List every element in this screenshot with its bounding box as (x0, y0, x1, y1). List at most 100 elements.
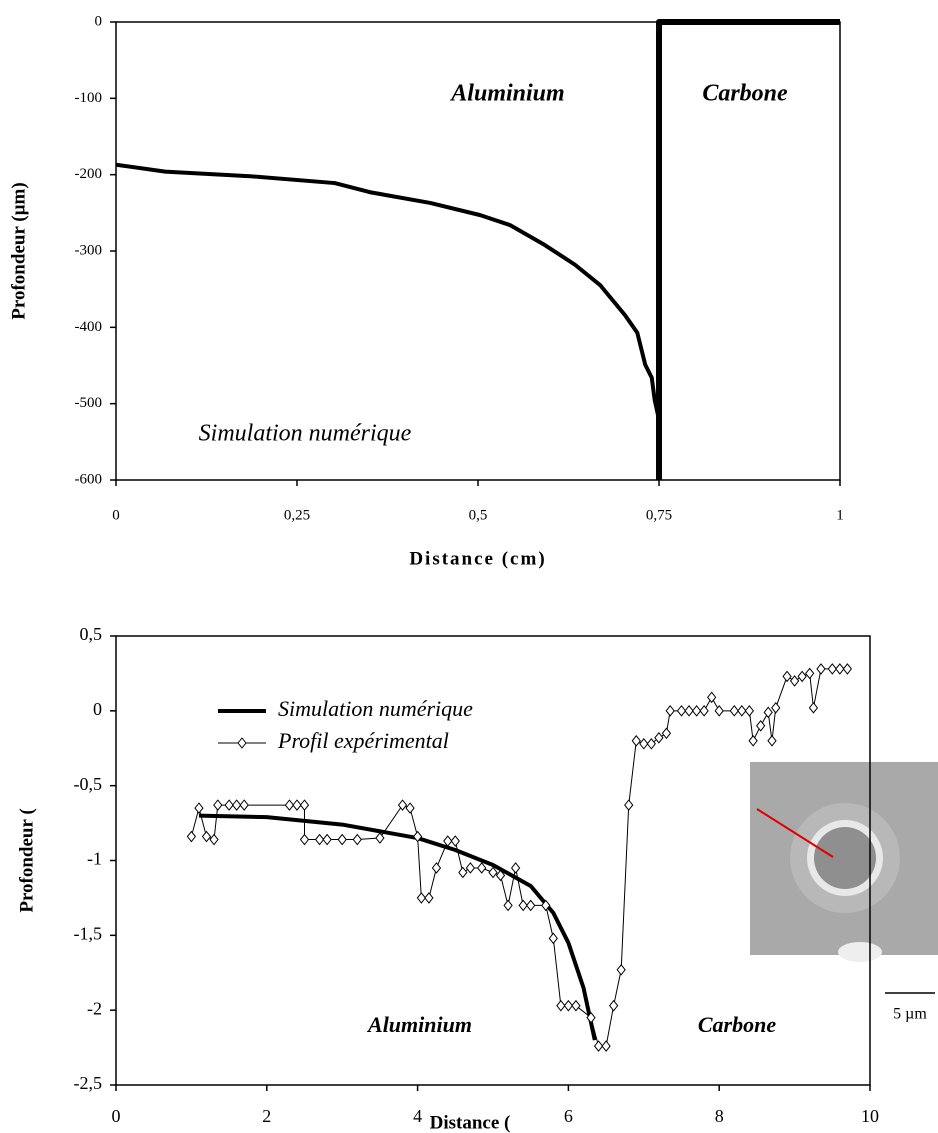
data-point (465, 862, 476, 874)
y-tick-label: -2,5 (74, 1073, 103, 1093)
data-point (458, 866, 468, 879)
data-point (314, 833, 325, 846)
data-point (654, 731, 664, 744)
annotation: 5 µm (893, 1006, 927, 1023)
data-point (526, 899, 536, 912)
x-tick-label: 1 (836, 507, 844, 523)
data-point (503, 899, 513, 912)
data-point (665, 705, 675, 717)
data-point (201, 830, 212, 843)
y-tick-label: -400 (75, 319, 103, 335)
data-point (608, 999, 619, 1012)
data-point (835, 663, 845, 675)
inset-particle (838, 942, 882, 962)
data-point (352, 833, 362, 846)
data-point (284, 799, 295, 811)
y-axis-label: Profondeur (µm) (8, 182, 29, 319)
data-point (510, 862, 521, 874)
data-point (450, 835, 460, 847)
data-point (224, 799, 234, 811)
data-point (322, 833, 332, 846)
series-line (190, 668, 848, 1047)
data-point (405, 802, 415, 814)
inset-core (814, 827, 876, 889)
annotation: Carbone (698, 1012, 776, 1037)
legend-label: Simulation numérique (278, 696, 473, 721)
data-point (797, 670, 807, 683)
y-tick-label: -200 (75, 166, 103, 182)
data-point (586, 1011, 596, 1024)
data-point (699, 705, 709, 717)
data-point (816, 663, 826, 675)
data-point (571, 999, 581, 1012)
data-point (231, 799, 242, 811)
x-tick-label: 2 (262, 1106, 271, 1126)
data-point (541, 899, 551, 912)
y-tick-label: -0,5 (74, 774, 103, 794)
data-point (443, 835, 453, 847)
y-tick-label: 0 (93, 699, 102, 719)
data-point (691, 705, 702, 717)
data-point (661, 727, 672, 740)
data-point (431, 862, 442, 874)
y-tick-label: -500 (75, 395, 103, 411)
data-point (556, 999, 566, 1012)
y-tick-label: -300 (75, 242, 103, 258)
y-tick-label: -2 (87, 998, 102, 1018)
data-point (748, 734, 758, 747)
data-point (631, 734, 641, 747)
x-tick-label: 0,25 (284, 507, 310, 523)
y-tick-label: -100 (75, 90, 103, 106)
data-point (714, 705, 724, 717)
x-tick-label: 8 (715, 1106, 724, 1126)
x-tick-label: 6 (564, 1106, 573, 1126)
inset-scan-line (756, 808, 834, 858)
data-point (808, 702, 819, 714)
data-point (397, 799, 408, 811)
data-point (616, 963, 626, 976)
data-point (186, 830, 197, 843)
data-point (771, 702, 781, 714)
inset-image (750, 762, 938, 994)
data-point (729, 705, 739, 717)
data-point (763, 706, 773, 719)
data-point (767, 734, 777, 747)
data-point (416, 892, 427, 904)
y-tick-label: -1,5 (74, 923, 103, 943)
data-point (292, 799, 302, 811)
data-point (299, 833, 310, 846)
data-point (563, 999, 574, 1012)
data-point (593, 1040, 604, 1052)
data-point (337, 833, 347, 846)
series-line (115, 162, 661, 435)
data-point (518, 899, 528, 912)
data-point (842, 663, 853, 675)
data-point (737, 705, 747, 717)
data-point (477, 862, 487, 874)
y-axis-label: Profondeur ( (16, 808, 37, 912)
data-point (213, 799, 223, 811)
data-point (744, 705, 755, 717)
data-point (684, 705, 694, 717)
annotation: Carbone (702, 81, 788, 107)
data-point (756, 719, 766, 732)
x-tick-label: 0 (112, 1106, 121, 1126)
data-point (639, 737, 649, 750)
data-point (707, 691, 717, 704)
y-tick-label: -1 (87, 849, 102, 869)
data-point (624, 799, 634, 811)
data-point (194, 802, 204, 814)
y-tick-label: 0 (95, 13, 103, 29)
x-tick-label: 0 (112, 507, 120, 523)
data-point (676, 705, 687, 717)
legend-marker (237, 737, 247, 749)
data-point (495, 869, 506, 882)
annotation: Aluminium (449, 81, 564, 107)
data-point (424, 892, 434, 904)
x-tick-label: 0,5 (469, 507, 488, 523)
y-tick-label: 0,5 (80, 624, 103, 644)
x-axis-label: Distance (cm) (409, 548, 546, 569)
x-tick-label: 10 (861, 1106, 879, 1126)
x-axis-label: Distance ( (430, 1112, 511, 1133)
